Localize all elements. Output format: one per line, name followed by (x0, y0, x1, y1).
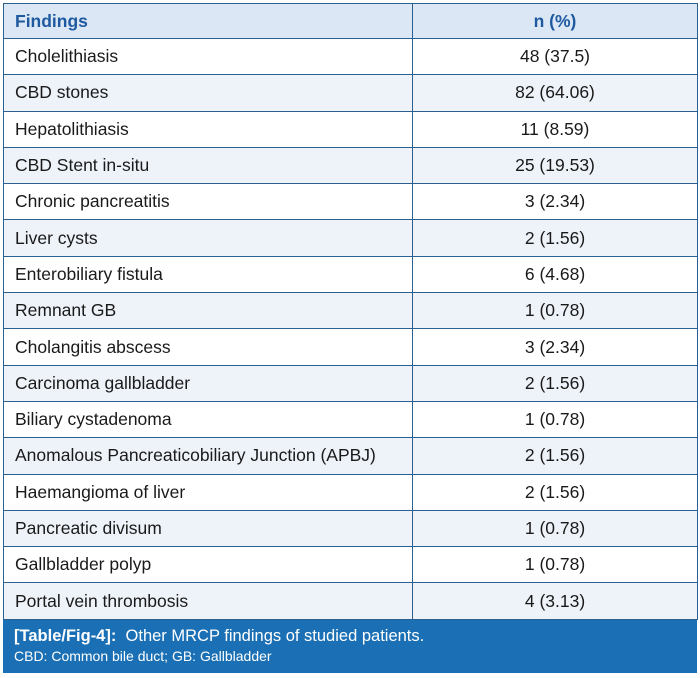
value-cell: 2 (1.56) (412, 364, 698, 402)
table-row: Remnant GB 1 (0.78) (3, 292, 698, 330)
finding-cell: Portal vein thrombosis (3, 582, 413, 620)
value-cell: 2 (1.56) (412, 437, 698, 475)
value-cell: 3 (2.34) (412, 183, 698, 221)
value-cell: 4 (3.13) (412, 582, 698, 620)
value-cell: 1 (0.78) (412, 292, 698, 330)
caption-title: Other MRCP findings of studied patients. (125, 626, 425, 645)
finding-cell: Remnant GB (3, 292, 413, 330)
header-findings: Findings (3, 3, 413, 39)
table-row: Liver cysts 2 (1.56) (3, 219, 698, 257)
table-row: Gallbladder polyp 1 (0.78) (3, 546, 698, 584)
value-cell: 2 (1.56) (412, 473, 698, 511)
finding-cell: Gallbladder polyp (3, 546, 413, 584)
caption-tag: [Table/Fig-4]: (14, 626, 117, 645)
value-cell: 82 (64.06) (412, 74, 698, 112)
table-row: Hepatolithiasis 11 (8.59) (3, 110, 698, 148)
table-row: Chronic pancreatitis 3 (2.34) (3, 183, 698, 221)
table-caption: [Table/Fig-4]: Other MRCP findings of st… (3, 619, 697, 673)
value-cell: 3 (2.34) (412, 328, 698, 366)
caption-footnote: CBD: Common bile duct; GB: Gallbladder (14, 647, 272, 664)
findings-table-figure: Findings n (%) Cholelithiasis 48 (37.5) CB… (3, 3, 698, 673)
table-header-row: Findings n (%) (3, 3, 698, 39)
finding-cell: Cholelithiasis (3, 37, 413, 76)
value-cell: 25 (19.53) (412, 146, 698, 185)
finding-cell: Hepatolithiasis (3, 110, 413, 148)
finding-cell: Pancreatic divisum (3, 509, 413, 548)
value-cell: 48 (37.5) (412, 37, 698, 76)
finding-cell: Anomalous Pancreaticobiliary Junction (A… (3, 437, 413, 475)
table-row: Carcinoma gallbladder 2 (1.56) (3, 364, 698, 402)
table-row: Enterobiliary fistula 6 (4.68) (3, 255, 698, 294)
value-cell: 6 (4.68) (412, 255, 698, 294)
finding-cell: Carcinoma gallbladder (3, 364, 413, 402)
value-cell: 1 (0.78) (412, 546, 698, 584)
finding-cell: Cholangitis abscess (3, 328, 413, 366)
finding-cell: Liver cysts (3, 219, 413, 257)
caption-line: [Table/Fig-4]: Other MRCP findings of st… (14, 626, 686, 646)
finding-cell: Enterobiliary fistula (3, 255, 413, 294)
finding-cell: Haemangioma of liver (3, 473, 413, 511)
findings-table: Findings n (%) Cholelithiasis 48 (37.5) CB… (3, 3, 698, 620)
table-row: Portal vein thrombosis 4 (3.13) (3, 582, 698, 620)
table-row: Pancreatic divisum 1 (0.78) (3, 509, 698, 548)
value-cell: 2 (1.56) (412, 219, 698, 257)
finding-cell: Biliary cystadenoma (3, 400, 413, 439)
table-row: Cholangitis abscess 3 (2.34) (3, 328, 698, 366)
header-n-percent: n (%) (412, 3, 698, 39)
value-cell: 1 (0.78) (412, 509, 698, 548)
table-row: Biliary cystadenoma 1 (0.78) (3, 400, 698, 439)
table-row: CBD Stent in-situ 25 (19.53) (3, 146, 698, 185)
table-row: Cholelithiasis 48 (37.5) (3, 37, 698, 76)
finding-cell: CBD stones (3, 74, 413, 112)
finding-cell: CBD Stent in-situ (3, 146, 413, 185)
table-row: CBD stones 82 (64.06) (3, 74, 698, 112)
table-row: Anomalous Pancreaticobiliary Junction (A… (3, 437, 698, 475)
finding-cell: Chronic pancreatitis (3, 183, 413, 221)
value-cell: 11 (8.59) (412, 110, 698, 148)
value-cell: 1 (0.78) (412, 400, 698, 439)
table-row: Haemangioma of liver 2 (1.56) (3, 473, 698, 511)
table-body: Cholelithiasis 48 (37.5) CBD stones 82 (64.… (3, 37, 698, 620)
